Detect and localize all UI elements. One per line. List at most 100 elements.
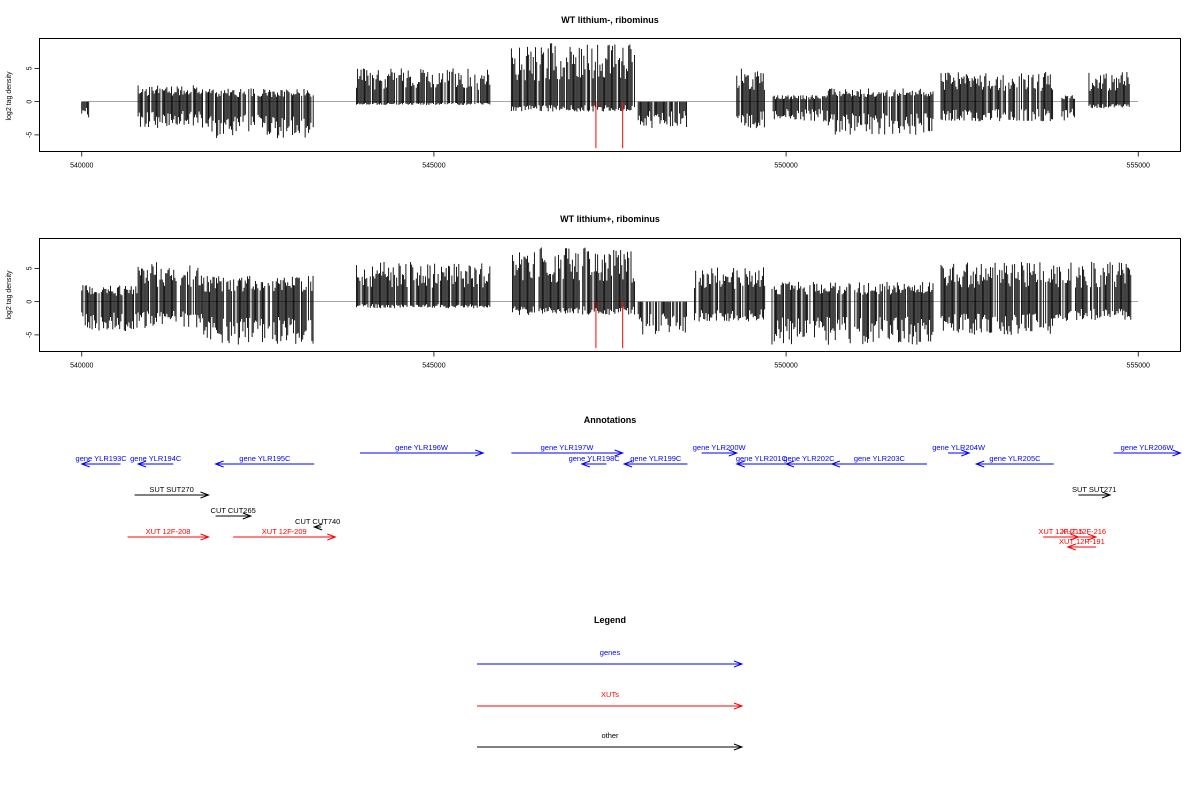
density-bars <box>81 247 1132 345</box>
feature-arrow <box>1066 543 1096 551</box>
annotation-gene: gene YLR201C <box>735 454 788 468</box>
annotation-label: gene YLR205C <box>989 454 1041 463</box>
annotation-label: SUT SUT270 <box>149 485 193 494</box>
feature-arrow <box>830 460 927 468</box>
annotation-gene: gene YLR196W <box>359 443 485 457</box>
density-segment <box>772 95 828 122</box>
feature-arrow <box>215 512 253 520</box>
legend-panel: Legend genes XUTs other <box>477 615 744 751</box>
feature-markers <box>595 301 624 349</box>
density-segment <box>637 301 687 335</box>
x-tick-label: 550000 <box>774 163 797 170</box>
annotation-label: gene YLR203C <box>854 454 906 463</box>
annotation-label: gene YLR198C <box>569 454 621 463</box>
annotation-label: XUT 12F-216 <box>1061 527 1106 536</box>
density-segment <box>940 262 1054 335</box>
y-tick-label: 5 <box>27 266 34 270</box>
feature-arrow <box>1113 449 1182 457</box>
legend-entry-other: other <box>477 731 744 751</box>
annotation-label: gene YLR196W <box>395 443 449 452</box>
track-panel-lithium-plus: WT lithium+, ribominus log2 tag density … <box>6 214 1181 370</box>
annotation-gene: gene YLR197W <box>511 443 625 457</box>
panel-title: WT lithium-, ribominus <box>561 15 659 25</box>
y-tick-label: 5 <box>27 66 34 70</box>
feature-arrow <box>80 460 121 468</box>
track-panel-lithium-minus: WT lithium-, ribominus log2 tag density … <box>6 15 1181 170</box>
annotation-xut: XUT 12R-191 <box>1059 537 1105 551</box>
y-tick-label: 0 <box>27 300 34 304</box>
feature-arrow <box>974 460 1054 468</box>
feature-arrow <box>1071 533 1098 541</box>
annotation-label: gene YLR194C <box>130 454 182 463</box>
annotation-label: gene YLR193C <box>76 454 128 463</box>
annotation-gene: gene YLR200W <box>693 443 747 457</box>
annotations-title: Annotations <box>584 415 637 425</box>
density-segment <box>771 281 934 345</box>
feature-arrow <box>359 449 485 457</box>
feature-arrow <box>701 449 739 457</box>
annotation-label: gene YLR202C <box>783 454 835 463</box>
density-segment <box>827 88 934 135</box>
density-segment <box>694 267 766 322</box>
feature-arrow <box>580 460 607 468</box>
annotation-gene: gene YLR203C <box>830 454 927 468</box>
annotation-gene: gene YLR194C <box>130 454 182 468</box>
legend-entry-gene: genes <box>477 648 744 668</box>
feature-arrow <box>477 702 744 710</box>
feature-arrow <box>1078 491 1112 499</box>
annotation-label: XUT 12R-191 <box>1059 537 1105 546</box>
annotation-gene: gene YLR202C <box>783 454 835 468</box>
x-tick-label: 555000 <box>1127 163 1150 170</box>
x-tick-label: 540000 <box>70 363 93 370</box>
annotation-other: CUT CUT265 <box>211 506 256 520</box>
annotation-other: CUT CUT740 <box>295 517 340 531</box>
density-segment <box>940 71 1054 122</box>
density-segment <box>1088 72 1130 109</box>
feature-arrow <box>214 460 315 468</box>
feature-arrow <box>477 743 744 751</box>
annotation-xut: XUT 12F-209 <box>233 527 337 541</box>
annotation-xut: XUT 12F-216 <box>1061 527 1106 541</box>
feature-arrow <box>312 523 323 531</box>
annotation-features: gene YLR193C gene YLR194C gene YLR195C gene… <box>76 443 1182 551</box>
annotation-xut: XUT 12F-208 <box>127 527 210 541</box>
annotation-gene: gene YLR198C <box>569 454 621 468</box>
density-segment <box>202 275 314 345</box>
annotation-label: XUT 12F-209 <box>262 527 307 536</box>
annotation-label: XUT 12F-215 <box>1038 527 1083 536</box>
density-segment <box>355 68 491 105</box>
annotation-label: XUT 12F-208 <box>146 527 191 536</box>
legend-entry-xut: XUTs <box>477 690 744 710</box>
y-axis-label: log2 tag density <box>6 270 13 320</box>
feature-arrow <box>477 660 744 668</box>
annotation-label: CUT CUT740 <box>295 517 340 526</box>
feature-arrow <box>127 533 210 541</box>
x-tick-label: 545000 <box>422 363 445 370</box>
annotation-gene: gene YLR199C <box>622 454 688 468</box>
feature-arrow <box>134 491 210 499</box>
legend-label: other <box>601 731 619 740</box>
annotation-label: gene YLR206W <box>1121 443 1175 452</box>
annotation-label: gene YLR199C <box>630 454 682 463</box>
annotation-gene: gene YLR205C <box>974 454 1054 468</box>
panel-title: WT lithium+, ribominus <box>560 214 660 224</box>
density-segment <box>355 261 491 309</box>
feature-arrow <box>948 449 971 457</box>
x-axis: 540000 545000 550000 555000 <box>70 351 1150 370</box>
annotation-label: SUT SUT271 <box>1072 485 1116 494</box>
y-axis-label: log2 tag density <box>6 71 13 121</box>
density-segment <box>137 262 202 328</box>
annotation-label: gene YLR201C <box>736 454 788 463</box>
feature-arrow <box>136 460 174 468</box>
density-segment <box>1053 261 1132 321</box>
y-tick-label: -5 <box>27 132 34 138</box>
annotation-gene: gene YLR195C <box>214 454 315 468</box>
annotation-label: gene YLR200W <box>693 443 747 452</box>
feature-arrow <box>735 460 787 468</box>
annotation-label: gene YLR195C <box>239 454 291 463</box>
x-tick-label: 555000 <box>1127 363 1150 370</box>
density-segment <box>637 101 687 128</box>
density-segment <box>1061 95 1076 121</box>
legend-label: XUTs <box>601 690 619 699</box>
x-axis: 540000 545000 550000 555000 <box>70 151 1150 170</box>
